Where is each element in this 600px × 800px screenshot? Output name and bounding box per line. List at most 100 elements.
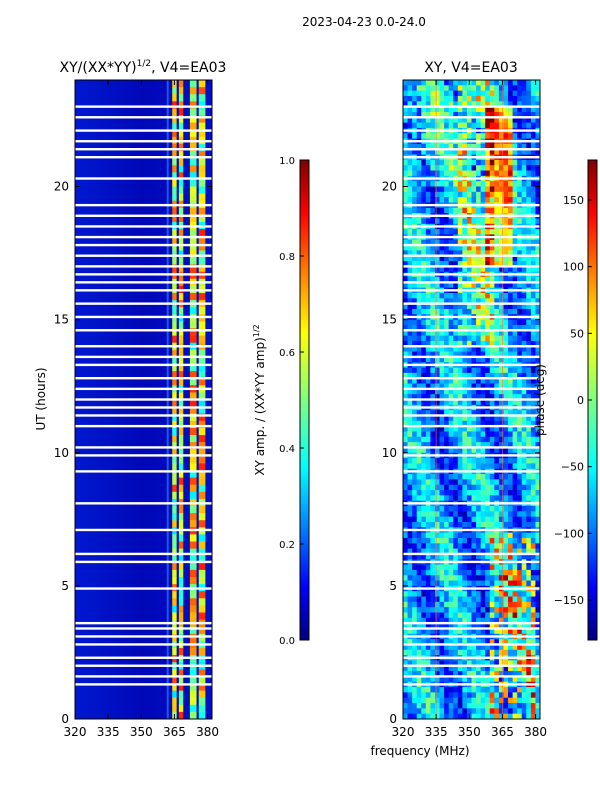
phase-cell (471, 660, 477, 667)
phase-cell (407, 537, 413, 544)
phase-cell (512, 218, 518, 225)
phase-cell (512, 665, 518, 672)
phase-cell (412, 250, 418, 257)
phase-cell (407, 255, 413, 262)
flagged-row (75, 552, 212, 556)
amplitude-band-cell (172, 676, 177, 684)
phase-cell (462, 90, 468, 97)
phase-cell (434, 591, 441, 598)
phase-cell (476, 639, 482, 645)
flagged-row (403, 243, 540, 247)
phase-cell (480, 447, 486, 454)
phase-cell (526, 239, 532, 246)
phase-cell (416, 293, 422, 299)
phase-cell (476, 356, 482, 363)
phase-cell (485, 575, 491, 582)
phase-cell (439, 245, 445, 251)
phase-cell (517, 410, 523, 416)
phase-cell (444, 143, 450, 150)
phase-cell (430, 442, 436, 448)
phase-cell (512, 351, 518, 358)
phase-cell (466, 308, 472, 315)
phase-cell (444, 553, 450, 560)
phase-cell (498, 591, 504, 598)
phase-cell (439, 516, 445, 523)
phase-cell (535, 207, 540, 214)
phase-cell (485, 537, 491, 544)
phase-cell (407, 122, 413, 129)
phase-cell (480, 255, 486, 262)
phase-cell (526, 708, 532, 715)
phase-cell (471, 186, 477, 193)
phase-cell (503, 436, 509, 443)
phase-cell (430, 170, 436, 177)
phase-cell (430, 399, 436, 406)
phase-cell (407, 426, 413, 432)
phase-cell (503, 356, 509, 363)
phase-cell (412, 474, 418, 480)
phase-cell (498, 506, 504, 512)
phase-cell (521, 324, 527, 331)
phase-cell (526, 628, 532, 635)
phase-cell (485, 346, 491, 353)
phase-cell (498, 255, 504, 262)
phase-cell (466, 122, 472, 129)
phase-cell (453, 261, 459, 267)
phase-cell (494, 250, 500, 257)
phase-cell (494, 90, 500, 97)
phase-cell (412, 436, 418, 443)
phase-cell (407, 340, 413, 347)
phase-cell (434, 356, 441, 363)
phase-cell (434, 692, 441, 699)
phase-cell (526, 308, 532, 315)
phase-cell (439, 330, 445, 337)
flagged-row (75, 387, 212, 391)
phase-cell (498, 324, 504, 331)
phase-cell (412, 394, 418, 400)
phase-cell (416, 319, 422, 326)
phase-cell (448, 383, 454, 390)
phase-cell (498, 282, 504, 289)
phase-cell (407, 170, 413, 177)
phase-cell (421, 346, 427, 353)
figure-suptitle: 2023-04-23 0.0-24.0 (302, 15, 426, 29)
phase-cell (453, 346, 459, 353)
phase-cell (462, 671, 468, 677)
phase-cell (425, 394, 431, 400)
phase-cell (412, 564, 418, 571)
phase-cell (530, 548, 536, 555)
phase-cell (503, 111, 509, 118)
phase-cell (476, 186, 482, 193)
amplitude-band-cell (189, 207, 197, 216)
phase-cell (489, 324, 495, 331)
phase-cell (521, 521, 527, 528)
phase-cell (453, 399, 459, 406)
amplitude-band-cell (198, 335, 206, 344)
phase-cell (425, 346, 431, 353)
phase-cell (498, 553, 504, 560)
phase-cell (448, 191, 454, 198)
phase-cell (508, 399, 514, 406)
phase-cell (476, 170, 482, 177)
amplitude-band-cell (189, 456, 197, 464)
phase-cell (476, 628, 482, 635)
phase-cell (494, 431, 500, 438)
amplitude-y-axis-label: UT (hours) (34, 367, 48, 430)
phase-cell (526, 474, 532, 480)
phase-cell (453, 426, 459, 432)
phase-cell (508, 697, 514, 704)
amplitude-band-cell (172, 122, 177, 131)
phase-cell (476, 442, 482, 448)
phase-cell (462, 335, 468, 342)
phase-cell (425, 596, 431, 603)
phase-cell (444, 111, 450, 118)
phase-cell (485, 266, 491, 273)
phase-cell (476, 617, 482, 624)
phase-cell (430, 644, 436, 651)
phase-cell (457, 671, 463, 677)
phase-cell (480, 250, 486, 257)
phase-cell (485, 569, 491, 576)
phase-cell (517, 197, 523, 203)
phase-cell (421, 197, 427, 203)
phase-cell (425, 671, 431, 677)
